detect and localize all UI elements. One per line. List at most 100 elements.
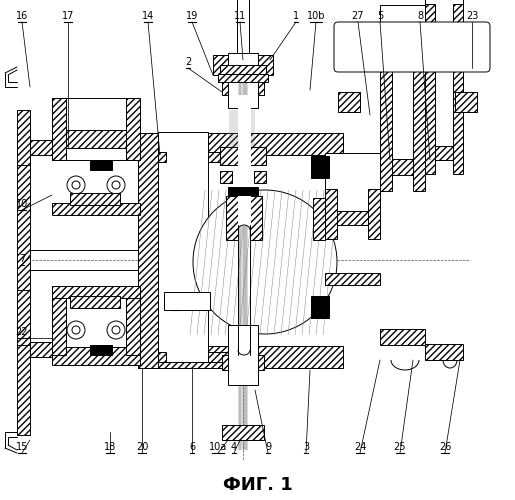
Text: 10b: 10b bbox=[307, 11, 325, 21]
Circle shape bbox=[112, 326, 120, 334]
Bar bbox=[138, 133, 343, 155]
Bar bbox=[325, 153, 380, 225]
Text: 20: 20 bbox=[136, 442, 148, 452]
Text: 27: 27 bbox=[352, 11, 364, 21]
Text: ФИГ. 1: ФИГ. 1 bbox=[223, 476, 293, 494]
Text: 25: 25 bbox=[394, 442, 406, 452]
Bar bbox=[70, 296, 120, 308]
Bar bbox=[164, 292, 210, 310]
Bar bbox=[52, 286, 140, 298]
Bar bbox=[228, 325, 258, 385]
FancyBboxPatch shape bbox=[334, 22, 490, 72]
Circle shape bbox=[67, 321, 85, 339]
Bar bbox=[311, 296, 329, 318]
Text: 11: 11 bbox=[234, 11, 246, 21]
Bar bbox=[313, 198, 325, 240]
Bar bbox=[250, 196, 262, 240]
Bar bbox=[208, 152, 228, 162]
Bar bbox=[30, 140, 52, 155]
Bar bbox=[222, 425, 264, 440]
Text: 18: 18 bbox=[104, 442, 116, 452]
Bar bbox=[17, 290, 30, 345]
Bar bbox=[380, 53, 392, 191]
Bar bbox=[220, 147, 266, 165]
Bar bbox=[17, 125, 30, 435]
Bar bbox=[222, 80, 264, 95]
Text: 22: 22 bbox=[16, 327, 28, 337]
Bar bbox=[311, 156, 329, 178]
Circle shape bbox=[193, 190, 337, 334]
Circle shape bbox=[107, 176, 125, 194]
Bar bbox=[52, 295, 66, 355]
Text: 26: 26 bbox=[439, 442, 451, 452]
Bar bbox=[158, 132, 208, 362]
Circle shape bbox=[107, 321, 125, 339]
Bar bbox=[325, 273, 380, 285]
Bar bbox=[425, 0, 463, 160]
Bar bbox=[453, 4, 463, 174]
Circle shape bbox=[72, 326, 80, 334]
Text: 23: 23 bbox=[466, 11, 478, 21]
Bar bbox=[238, 95, 250, 225]
Text: 10a: 10a bbox=[209, 442, 227, 452]
Bar bbox=[425, 344, 463, 360]
Bar bbox=[158, 152, 166, 162]
Text: 9: 9 bbox=[265, 442, 271, 452]
Bar bbox=[30, 342, 52, 357]
Circle shape bbox=[72, 181, 80, 189]
Bar bbox=[52, 98, 140, 160]
Bar bbox=[325, 189, 337, 239]
Bar bbox=[425, 4, 435, 174]
Text: 6: 6 bbox=[189, 442, 195, 452]
Bar bbox=[126, 295, 140, 355]
Bar bbox=[17, 110, 30, 165]
Text: 3: 3 bbox=[303, 442, 309, 452]
Bar bbox=[220, 65, 266, 75]
Text: 14: 14 bbox=[142, 11, 154, 21]
Bar bbox=[413, 53, 425, 191]
Bar bbox=[325, 211, 380, 225]
Bar bbox=[380, 159, 425, 175]
Text: 5: 5 bbox=[377, 11, 383, 21]
Text: 21: 21 bbox=[170, 299, 182, 309]
Text: 19: 19 bbox=[186, 11, 198, 21]
Bar bbox=[90, 345, 112, 355]
Bar bbox=[52, 295, 140, 355]
Circle shape bbox=[67, 176, 85, 194]
Bar bbox=[368, 189, 380, 239]
Bar bbox=[208, 352, 228, 362]
Text: 2: 2 bbox=[185, 57, 191, 67]
Bar bbox=[237, 0, 249, 75]
Bar bbox=[158, 352, 166, 362]
Text: 17: 17 bbox=[62, 11, 74, 21]
Bar bbox=[222, 355, 264, 370]
Text: 16: 16 bbox=[16, 11, 28, 21]
Bar bbox=[218, 74, 268, 82]
Bar bbox=[52, 130, 140, 148]
Bar bbox=[70, 193, 120, 205]
Bar bbox=[220, 171, 232, 183]
Bar bbox=[338, 92, 360, 112]
Bar bbox=[226, 196, 238, 240]
Bar bbox=[138, 346, 343, 368]
Text: 12: 12 bbox=[314, 164, 326, 174]
Text: 15: 15 bbox=[16, 442, 28, 452]
Bar bbox=[52, 98, 66, 160]
Text: 24: 24 bbox=[354, 442, 366, 452]
Bar bbox=[228, 187, 258, 195]
Bar bbox=[380, 5, 425, 175]
Text: 4: 4 bbox=[231, 442, 237, 452]
Bar bbox=[52, 347, 140, 365]
Text: 1: 1 bbox=[293, 11, 299, 21]
Bar bbox=[90, 160, 112, 170]
Bar bbox=[126, 98, 140, 160]
Bar bbox=[213, 55, 273, 75]
Text: 10: 10 bbox=[16, 199, 28, 209]
Text: 8: 8 bbox=[417, 11, 423, 21]
Bar bbox=[425, 146, 463, 160]
Bar bbox=[455, 92, 477, 112]
Bar bbox=[52, 203, 140, 215]
Text: 7: 7 bbox=[19, 254, 25, 264]
Bar bbox=[228, 53, 258, 108]
Bar bbox=[138, 133, 158, 368]
